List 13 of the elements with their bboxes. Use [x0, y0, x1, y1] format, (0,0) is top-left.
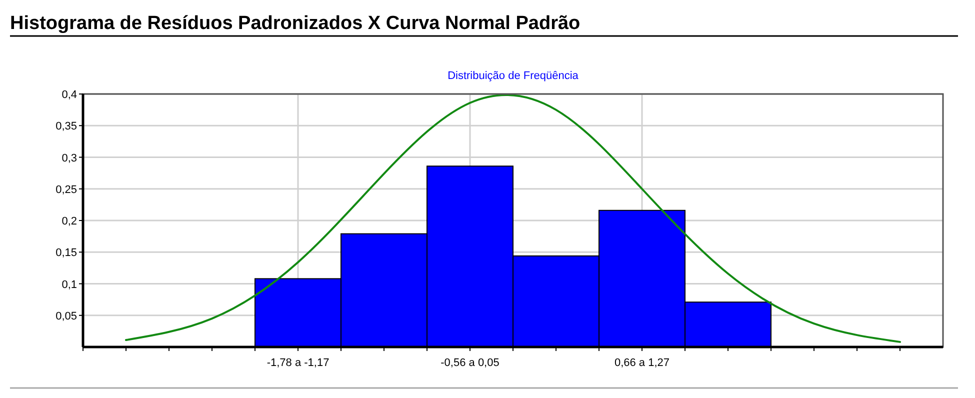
x-tick-label: -1,78 a -1,17 — [266, 357, 330, 369]
y-tick-label: 0,35 — [56, 120, 77, 133]
x-tick-label: -0,56 a 0,05 — [440, 357, 500, 369]
y-tick-label: 0,15 — [56, 247, 77, 260]
y-tick-label: 0,1 — [62, 278, 77, 291]
y-tick-label: 0,4 — [62, 89, 77, 101]
chart-title: Histograma de Resíduos Padronizados X Curva Normal Padrão — [10, 13, 580, 34]
y-tick-label: 0,05 — [56, 310, 77, 322]
y-tick-label: 0,25 — [56, 184, 77, 196]
x-tick-label: 0,66 a 1,27 — [614, 357, 670, 369]
chart-subtitle: Distribuição de Freqüência — [448, 70, 580, 82]
y-tick-label: 0,2 — [62, 216, 77, 228]
y-tick-label: 0,3 — [62, 152, 77, 164]
